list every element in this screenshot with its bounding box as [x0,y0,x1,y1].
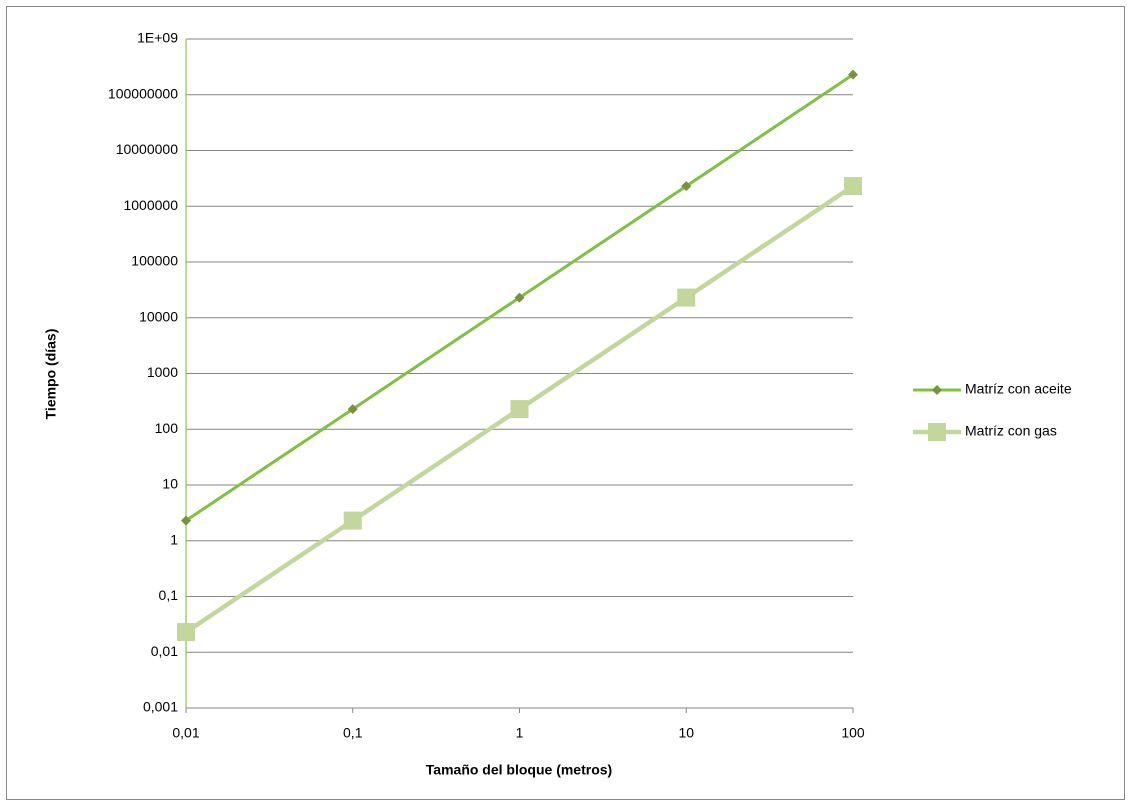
marker [510,400,529,419]
y-tick-label: 100000 [131,253,178,269]
legend-marker [928,423,946,441]
x-tick-label: 0,01 [172,725,199,741]
x-tick-label: 1 [516,725,524,741]
y-tick-label: 1000 [147,364,178,380]
y-tick-label: 0,1 [159,587,179,603]
marker [677,288,696,307]
y-tick-label: 10 [162,476,178,492]
y-tick-label: 10000000 [116,141,179,157]
y-tick-label: 10000 [139,308,178,324]
x-tick-label: 100 [841,725,865,741]
y-tick-label: 0,001 [143,699,178,715]
x-tick-label: 10 [678,725,694,741]
marker [177,623,195,642]
y-tick-label: 1000000 [123,197,178,213]
marker [848,69,858,80]
marker [681,181,692,192]
marker [347,404,358,415]
x-axis-title: Tamaño del bloque (metros) [426,762,612,778]
chart-border [6,6,1125,800]
y-tick-label: 100 [155,420,179,436]
legend-label: Matríz con aceite [965,381,1072,397]
y-tick-label: 0,01 [151,643,178,659]
legend-marker [932,385,942,395]
y-tick-label: 1E+09 [137,30,178,46]
marker [514,292,525,303]
marker [343,511,362,530]
marker [181,515,191,526]
y-tick-label: 1 [170,531,178,547]
legend-label: Matríz con gas [965,423,1057,439]
y-tick-label: 100000000 [108,85,178,101]
marker [844,177,862,196]
x-tick-label: 0,1 [343,725,363,741]
y-axis-title: Tiempo (días) [43,329,59,420]
